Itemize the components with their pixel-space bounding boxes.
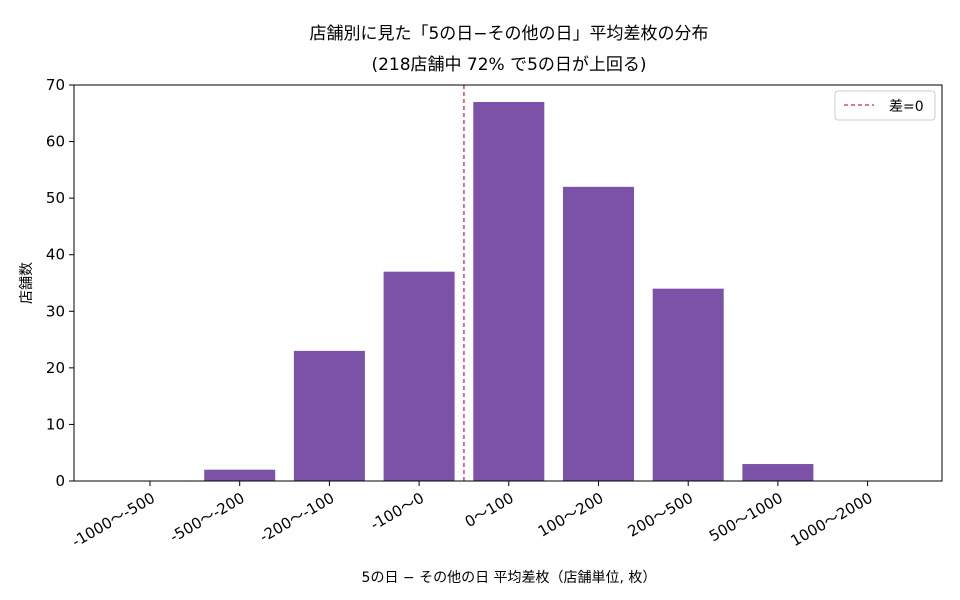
y-tick-label: 50 [46, 189, 65, 207]
x-axis-label: 5の日 − その他の日 平均差枚（店舗単位, 枚） [362, 570, 657, 586]
legend: 差=0 [834, 90, 936, 121]
plot-frame [73, 84, 943, 482]
x-axis: -1000〜-500 -500〜-200 -200〜-100 -100〜0 0〜100 1… [69, 481, 876, 551]
y-tick-label: 60 [46, 133, 65, 151]
bar-1 [204, 469, 276, 481]
y-tick-label: 30 [46, 302, 65, 320]
chart-subtitle: (218店舗中 72% で5の日が上回る) [371, 55, 646, 75]
bar-4 [473, 101, 545, 481]
bar-7 [742, 464, 814, 481]
x-tick-label: 0〜100 [462, 489, 517, 531]
y-axis: 0 10 20 30 40 50 60 70 [46, 76, 74, 490]
y-axis-label: 店舗数 [19, 262, 35, 304]
x-tick-label: 1000〜2000 [787, 489, 875, 550]
bars-group [204, 101, 814, 482]
legend-box [834, 90, 936, 121]
legend-entry-zero-diff: 差=0 [889, 99, 924, 115]
x-tick-label: -500〜-200 [167, 489, 248, 546]
y-tick-label: 40 [46, 246, 65, 264]
x-tick-label: -1000〜-500 [69, 489, 158, 551]
bar-2 [293, 350, 365, 481]
bar-5 [563, 186, 634, 482]
bar-3 [383, 271, 455, 481]
y-tick-label: 70 [46, 76, 65, 94]
bar-6 [652, 288, 724, 481]
x-tick-label: 500〜1000 [706, 489, 786, 545]
x-tick-label: 200〜500 [625, 489, 697, 541]
y-tick-label: 0 [55, 472, 65, 490]
x-tick-label: -100〜0 [367, 489, 427, 534]
x-tick-label: -200〜-100 [256, 489, 337, 546]
chart-title: 店舗別に見た「5の日−その他の日」平均差枚の分布 [309, 24, 708, 44]
x-tick-label: 100〜200 [535, 489, 607, 541]
y-tick-label: 20 [46, 359, 65, 377]
y-tick-label: 10 [46, 415, 65, 433]
